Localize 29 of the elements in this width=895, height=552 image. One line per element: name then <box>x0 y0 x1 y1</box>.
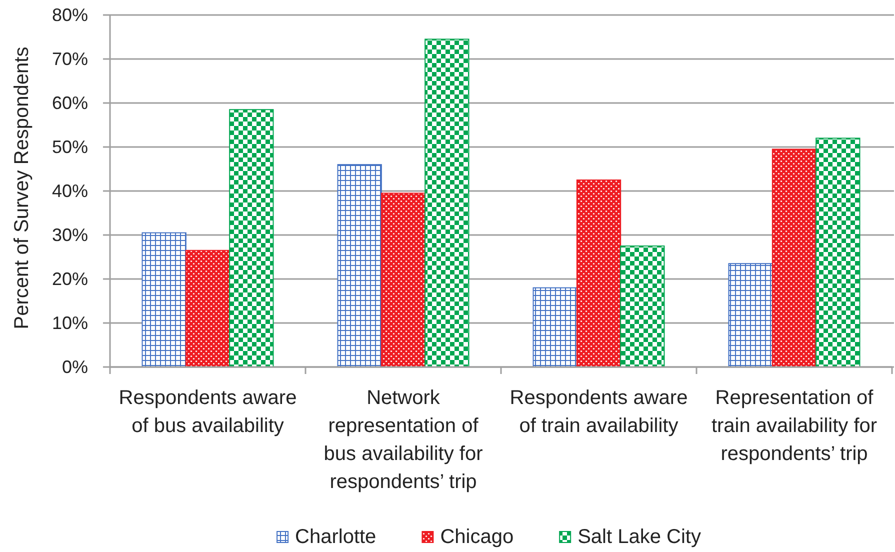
y-tick-label: 50% <box>52 137 88 157</box>
bar <box>424 38 470 368</box>
x-tick-label: Respondents aware of train availability <box>510 387 688 437</box>
x-tick-label: Representation of train availability for respondents’ trip <box>711 387 878 465</box>
y-tick-label: 10% <box>52 313 88 333</box>
x-tick-label: Network representation of bus availability for respondents’ trip <box>324 387 484 493</box>
bar <box>620 246 665 368</box>
x-tick-label: Respondents aware of bus availability <box>118 387 297 437</box>
bar <box>772 148 817 368</box>
bar <box>576 180 622 368</box>
y-tick-label: 80% <box>52 5 88 25</box>
y-tick-label: 40% <box>52 181 88 201</box>
y-tick-label: 70% <box>52 49 88 69</box>
bar <box>229 109 274 368</box>
bar <box>185 250 230 368</box>
bar <box>380 192 426 368</box>
legend-label: Salt Lake City <box>578 526 701 548</box>
bar <box>532 287 578 368</box>
bar <box>728 263 773 368</box>
bar <box>142 232 186 368</box>
bar <box>337 164 382 368</box>
y-tick-label: 30% <box>52 225 88 245</box>
bar <box>816 138 860 368</box>
y-axis-title: Percent of Survey Respondents <box>11 46 33 330</box>
legend-label: Chicago <box>440 526 514 548</box>
y-tick-label: 60% <box>52 93 88 113</box>
y-tick-label: 20% <box>52 269 88 289</box>
legend-label: Charlotte <box>295 526 376 548</box>
y-tick-label: 0% <box>62 357 88 377</box>
